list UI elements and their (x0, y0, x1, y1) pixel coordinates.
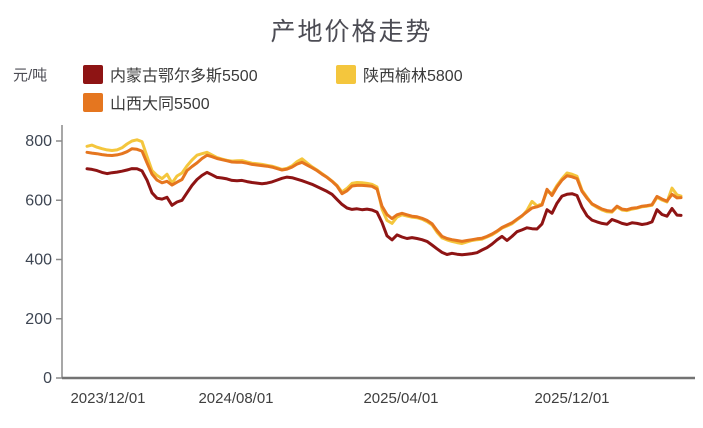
x-tick-label: 2023/12/01 (70, 390, 145, 407)
y-axis-unit-label: 元/吨 (13, 67, 48, 84)
legend-swatch-icon (83, 64, 103, 84)
y-tick-label: 0 (43, 370, 52, 387)
legend-item-shanxi-datong-5500[interactable]: 山西大同5500 (83, 90, 210, 114)
x-tick-label: 2024/08/01 (198, 390, 273, 407)
y-tick-label: 400 (25, 252, 52, 269)
legend-swatch-icon (83, 92, 103, 112)
legend-label: 陕西榆林5800 (363, 68, 463, 85)
y-tick-label: 200 (25, 311, 52, 328)
series-line-0 (85, 167, 683, 257)
y-tick-label: 600 (25, 192, 52, 209)
legend-item-neimenggu-eerduosi-5500[interactable]: 内蒙古鄂尔多斯5500 (83, 62, 258, 86)
x-tick-label: 2025/12/01 (534, 390, 609, 407)
y-tick-label: 800 (25, 133, 52, 150)
chart-title: 产地价格走势 (270, 18, 433, 46)
x-tick-label: 2025/04/01 (363, 390, 438, 407)
legend-label: 山西大同5500 (110, 96, 210, 113)
legend-item-shaanxi-yulin-5800[interactable]: 陕西榆林5800 (336, 62, 463, 86)
series-line-1 (85, 147, 683, 243)
legend-label: 内蒙古鄂尔多斯5500 (110, 68, 258, 85)
legend-swatch-icon (336, 64, 356, 84)
